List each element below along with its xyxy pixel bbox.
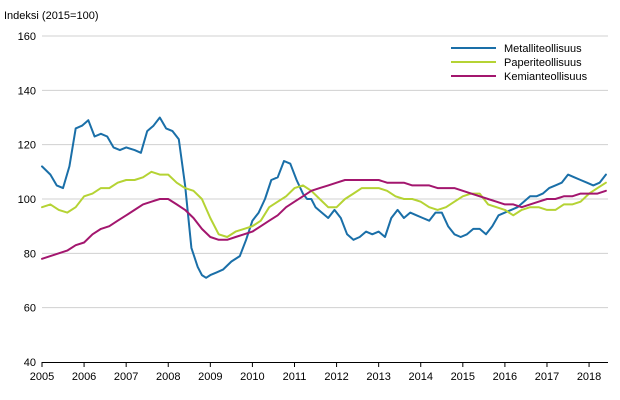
series-line-paperiteollisuus xyxy=(41,170,607,238)
legend: Metalliteollisuus Paperiteollisuus Kemiant… xyxy=(451,43,588,83)
x-tick-label: 2006 xyxy=(72,371,96,383)
x-tick-label: 2009 xyxy=(198,371,222,383)
x-tick-label: 2012 xyxy=(324,371,348,383)
x-tick-label: 2011 xyxy=(283,371,307,383)
y-axis-ticks: 40 60 80 100 120 140 160 xyxy=(18,31,36,369)
x-tick-label: 2010 xyxy=(240,371,264,383)
y-tick-label: 120 xyxy=(18,140,36,152)
grid xyxy=(42,35,608,309)
series-lines xyxy=(41,116,607,279)
legend-label-paperiteollisuus: Paperiteollisuus xyxy=(504,57,582,69)
x-tick-label: 2014 xyxy=(408,371,432,383)
x-tick-label: 2015 xyxy=(451,371,475,383)
x-tick-label: 2013 xyxy=(366,371,390,383)
x-tick-label: 2008 xyxy=(156,371,180,383)
x-tick-label: 2007 xyxy=(114,371,138,383)
series-line-metalliteollisuus xyxy=(41,116,607,279)
x-tick-label: 2016 xyxy=(493,371,517,383)
y-tick-label: 100 xyxy=(18,194,36,206)
x-tick-label: 2018 xyxy=(577,371,601,383)
legend-label-metalliteollisuus: Metalliteollisuus xyxy=(504,43,582,55)
legend-label-kemianteollisuus: Kemianteollisuus xyxy=(504,71,588,83)
x-tick-label: 2017 xyxy=(535,371,559,383)
y-tick-label: 40 xyxy=(24,357,36,369)
series-line-kemianteollisuus xyxy=(41,179,607,260)
x-axis: 2005 2006 2007 2008 2009 2010 2011 2012 2013 2014… xyxy=(30,362,608,383)
y-tick-label: 60 xyxy=(24,303,36,315)
y-tick-label: 80 xyxy=(24,248,36,260)
y-axis-title: Indeksi (2015=100) xyxy=(4,10,98,22)
y-tick-label: 140 xyxy=(18,85,36,97)
y-tick-label: 160 xyxy=(18,31,36,43)
x-tick-label: 2005 xyxy=(30,371,54,383)
